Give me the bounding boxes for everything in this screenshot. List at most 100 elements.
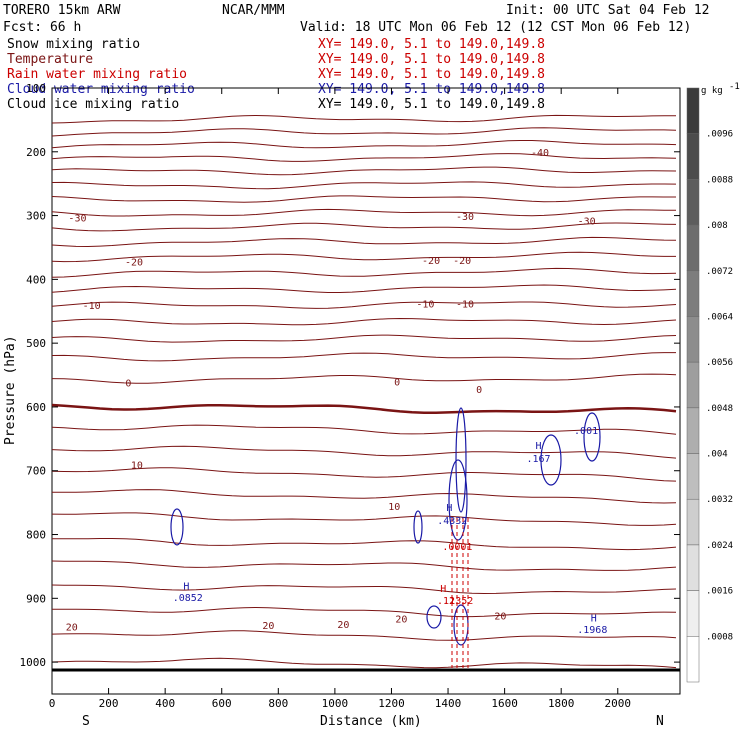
cloud-water-label: H (446, 503, 452, 514)
temperature-isotherm (51, 267, 677, 278)
temperature-isotherm (51, 251, 676, 263)
temperature-label: 20 (494, 612, 506, 623)
temperature-label: -40 (531, 148, 549, 159)
colorbar-label: .0024 (706, 541, 733, 551)
colorbar-label: .0088 (706, 175, 733, 185)
colorbar-label: .0048 (706, 404, 733, 414)
cloud-water-cell (455, 407, 467, 513)
forecast-hour: Fcst: 66 h (3, 20, 81, 35)
y-tick-label: 1000 (20, 656, 47, 669)
colorbar-label: .004 (706, 450, 728, 460)
temperature-labels: -40 -30 -30 -30 -20 -20 -20 -10 -10 -10 0 0 0 10 10 20 2… (66, 148, 596, 634)
temperature-isotherm (51, 334, 677, 343)
y-tick-label: 400 (26, 273, 46, 286)
cloud-water-label: H (183, 582, 189, 593)
field-cloud-water: Cloud water mixing ratio (7, 82, 195, 97)
temperature-isotherm (51, 166, 677, 176)
cloud-water-label: .1968 (577, 625, 607, 636)
cloud-water-label: .167 (527, 454, 551, 465)
temperature-isotherm (51, 467, 677, 482)
temperature-isotherm (51, 153, 677, 162)
x-tick-label: 200 (99, 697, 119, 710)
temperature-label: -10 (456, 300, 474, 311)
temperature-isotherm (51, 424, 677, 435)
colorbar-unit-exp: -1 (729, 82, 740, 92)
cloud-water-label: H (536, 441, 542, 452)
temperature-isotherm (51, 373, 677, 384)
temperature-label: -30 (578, 217, 596, 228)
temperature-isotherm (51, 208, 677, 217)
temperature-isotherm (51, 317, 677, 326)
temperature-label: 20 (337, 620, 349, 631)
colorbar-label: .008 (706, 221, 728, 231)
field-cloud-ice-xy: XY= 149.0, 5.1 to 149.0,149.8 (318, 82, 545, 97)
temperature-isotherm (51, 352, 676, 362)
cloud-water-cell (448, 459, 468, 541)
colorbar-swatch (686, 453, 700, 500)
colorbar-swatch (686, 133, 700, 180)
temperature-isotherm (51, 222, 677, 232)
colorbar-swatch (686, 544, 700, 591)
temperature-label: -20 (422, 256, 440, 267)
temperature-isotherm (52, 606, 677, 618)
colorbar-swatch (686, 636, 700, 683)
colorbar-swatch (686, 224, 700, 272)
colorbar-label: .0096 (706, 130, 733, 140)
temperature-label: 10 (388, 502, 400, 513)
temperature-label: -30 (68, 213, 86, 224)
y-tick-label: 300 (26, 210, 46, 223)
temperature-isotherm (51, 181, 677, 190)
y-tick-label: 600 (26, 401, 46, 414)
cloud-water-cell (540, 434, 562, 486)
x-tick-label: 600 (212, 697, 232, 710)
temperature-isotherm (51, 301, 677, 309)
rain-label: .12 (437, 596, 455, 607)
rain-label: .1352 (443, 596, 473, 607)
temperature-isotherm (51, 445, 677, 459)
center-title: NCAR/MMM (222, 3, 285, 18)
temperature-contours (51, 114, 677, 669)
cloud-water-cell (426, 605, 442, 629)
colorbar-swatch (686, 361, 700, 409)
y-tick-label: 800 (26, 529, 46, 542)
temperature-isotherm (51, 560, 677, 571)
cloud-water-cell (170, 508, 184, 546)
valid-time: Valid: 18 UTC Mon 06 Feb 12 (12 CST Mon … (300, 20, 691, 35)
cloud-water-label: H (591, 613, 597, 624)
colorbar: .0096 .0088 .008 .0072 .0064 .0056 .0048 .004 .0… (686, 87, 733, 683)
rain-contours (451, 518, 469, 668)
colorbar-label: .0056 (706, 358, 733, 368)
colorbar-label: .0072 (706, 267, 733, 277)
temperature-label: -30 (456, 212, 474, 223)
field-rain-xy: XY= 149.0, 5.1 to 149.0,149.8 (318, 52, 545, 67)
rain-label: .0001 (442, 542, 472, 553)
colorbar-swatch (686, 316, 700, 363)
rain-label: H (440, 584, 446, 595)
x-tick-label: 2000 (605, 697, 632, 710)
cloud-water-cell (583, 412, 601, 462)
x-tick-label: 1200 (378, 697, 405, 710)
temperature-isotherm (51, 114, 676, 124)
temperature-isotherm (51, 538, 677, 551)
y-axis-label: Pressure (hPa) (3, 335, 18, 445)
cloud-water-label: .0852 (173, 593, 203, 604)
x-axis-ticks: 0 200 400 600 800 1000 1200 1400 1600 1800 2000 (49, 88, 631, 710)
temperature-isotherm (51, 584, 677, 595)
field-cloud-ice-xy-2: XY= 149.0, 5.1 to 149.0,149.8 (318, 97, 545, 112)
temperature-isotherm (51, 195, 676, 203)
colorbar-label: .0032 (706, 495, 733, 505)
temperature-label: 10 (131, 460, 143, 471)
field-cloud-ice: Cloud ice mixing ratio (7, 97, 179, 112)
temperature-label: 20 (395, 615, 407, 626)
colorbar-label: .0016 (706, 587, 733, 597)
colorbar-swatch (686, 270, 700, 317)
colorbar-swatch (686, 407, 700, 454)
y-tick-label: 900 (26, 592, 46, 605)
temperature-label: 0 (476, 385, 482, 396)
colorbar-label: .0064 (706, 312, 733, 322)
temperature-isotherm (51, 403, 677, 414)
temperature-label: 0 (125, 379, 131, 390)
temperature-label: -10 (83, 301, 101, 312)
